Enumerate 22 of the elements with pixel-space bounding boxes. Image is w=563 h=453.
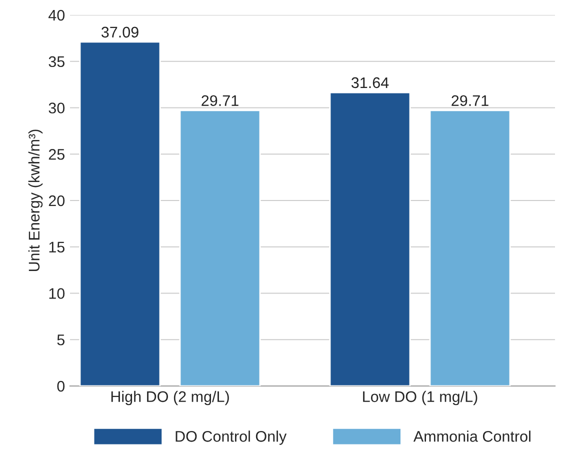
x-tick-label: Low DO (1 mg/L)	[363, 390, 478, 406]
data-label: 29.71	[452, 95, 488, 106]
y-tick-label: 0	[57, 380, 65, 392]
y-tick-label: 40	[48, 10, 65, 21]
data-label: 29.71	[202, 95, 238, 106]
y-tick-label: 10	[49, 288, 65, 299]
legend-label: Ammonia Control	[413, 430, 530, 442]
data-label: 37.09	[101, 26, 138, 38]
bar	[429, 110, 511, 386]
legend-label: DO Control Only	[176, 430, 287, 445]
y-tick-label: 15	[49, 242, 64, 253]
data-label: 31.64	[351, 77, 389, 88]
bar	[179, 110, 261, 386]
bar	[329, 92, 411, 386]
y-tick-label: 35	[48, 56, 64, 68]
bar	[79, 41, 161, 386]
y-tick-label: 25	[48, 148, 64, 160]
y-tick-label: 20	[48, 195, 65, 206]
y-tick-label: 30	[48, 102, 65, 114]
y-tick-label: 5	[57, 334, 64, 346]
x-tick-label: High DO (2 mg/L)	[111, 390, 229, 406]
y-axis-title: Unit Energy (kwh/m³)	[28, 130, 43, 272]
